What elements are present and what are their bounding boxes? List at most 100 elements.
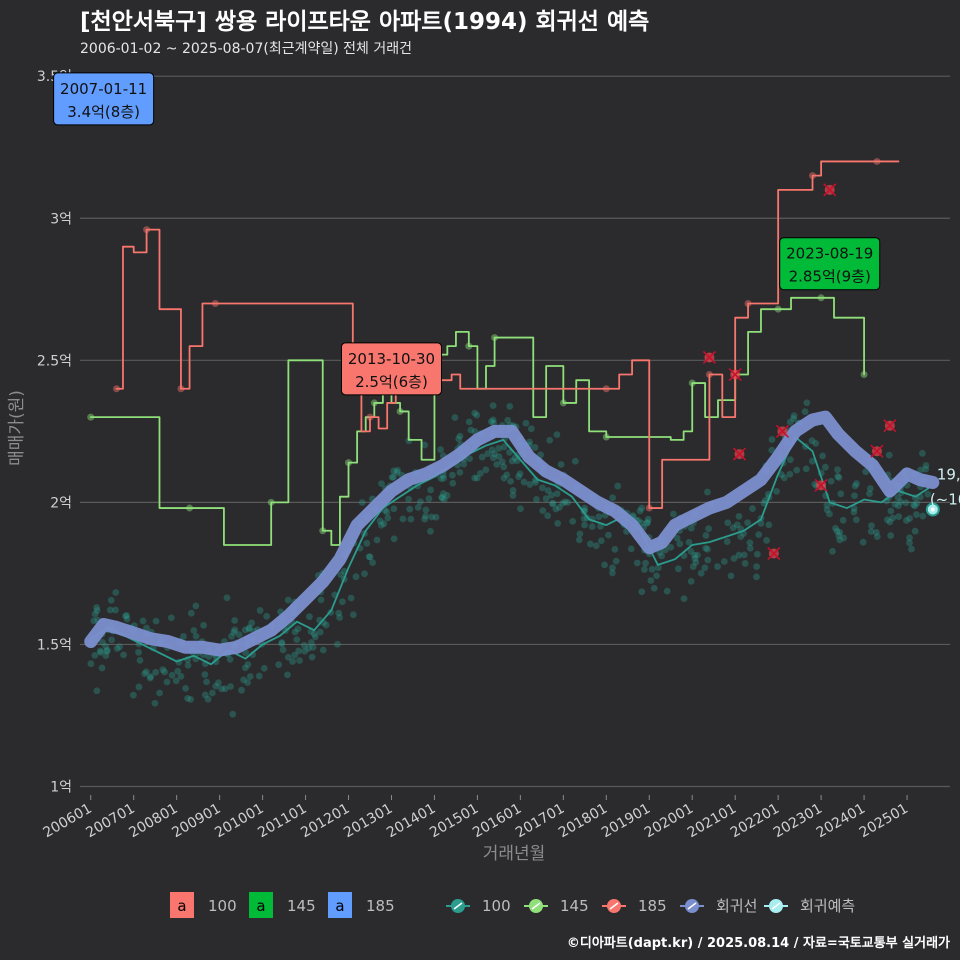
scatter-point <box>201 671 209 678</box>
x-tick-label: 200701 <box>83 801 137 842</box>
scatter-point <box>768 446 776 454</box>
scatter-point <box>564 498 572 506</box>
scatter-point <box>103 647 111 655</box>
series-line-회귀선 <box>84 410 940 657</box>
scatter-point <box>555 503 563 511</box>
scatter-point <box>212 682 220 690</box>
scatter-point <box>141 670 149 678</box>
legend-line-key-회귀선: 회귀선 <box>680 897 757 915</box>
scatter-point <box>835 474 843 481</box>
scatter-point <box>580 515 588 522</box>
scatter-point <box>116 643 123 651</box>
scatter-point <box>612 557 620 565</box>
annotation-box <box>340 342 442 396</box>
scatter-point <box>553 490 561 498</box>
scatter-point <box>393 469 401 476</box>
scatter-point <box>449 471 456 479</box>
scatter-point <box>432 513 440 521</box>
scatter-point <box>500 443 508 451</box>
scatter-point <box>482 466 490 474</box>
scatter-point <box>488 446 496 454</box>
scatter-point <box>643 519 651 527</box>
scatter-point <box>601 561 608 569</box>
scatter-point <box>850 508 858 516</box>
marked-point <box>775 424 790 438</box>
scatter-point <box>338 598 346 606</box>
scatter-point <box>293 636 301 644</box>
legend-swatch-letter: a <box>177 897 186 915</box>
scatter-point <box>490 450 498 458</box>
scatter-point <box>886 518 894 526</box>
scatter-point <box>823 501 831 509</box>
scatter-point <box>146 674 154 682</box>
scatter-point <box>256 607 264 614</box>
scatter-point <box>691 555 699 562</box>
scatter-point <box>539 484 546 492</box>
scatter-point <box>753 573 760 581</box>
scatter-point <box>887 532 895 539</box>
scatter-point <box>489 454 497 462</box>
scatter-point <box>872 528 880 536</box>
scatter-point <box>547 491 555 499</box>
x-axis-ticks: 2006012007012008012009012010012011012012… <box>40 795 911 841</box>
scatter-point <box>917 466 924 474</box>
scatter-point <box>427 486 435 494</box>
legend-swatch <box>328 892 352 918</box>
series-point-185 <box>873 157 881 165</box>
scatter-point <box>93 604 101 611</box>
scatter-point <box>473 411 481 419</box>
scatter-point <box>108 636 115 644</box>
x-tick-label: 202501 <box>857 801 911 842</box>
scatter-point <box>378 480 385 488</box>
scatter-point <box>161 668 169 676</box>
marked-point-cross <box>775 424 790 438</box>
scatter-point <box>90 617 98 625</box>
legend-swatch <box>170 892 194 918</box>
series-point-185 <box>143 226 151 234</box>
scatter-point <box>255 672 263 680</box>
scatter-point <box>214 679 222 687</box>
legend-label: 회귀예측 <box>800 897 855 915</box>
prediction-point-core <box>930 507 935 512</box>
scatter-point <box>906 515 914 522</box>
scatter-point <box>218 685 226 693</box>
scatter-point <box>644 518 652 526</box>
chart-title: [천안서북구] 쌍용 라이프타운 아파트(1994) 회귀선 예측 <box>80 9 649 35</box>
scatter-point <box>221 685 229 693</box>
scatter-point <box>851 492 858 500</box>
scatter-point <box>509 487 517 494</box>
scatter-point <box>136 656 144 664</box>
scatter-point <box>507 477 514 485</box>
scatter-point <box>793 466 801 474</box>
scatter-point <box>609 564 616 572</box>
prediction-label: 19,750 <box>937 465 960 483</box>
scatter-point <box>737 533 745 541</box>
scatter-point <box>451 414 459 421</box>
scatter-point <box>394 466 401 474</box>
series-point-145 <box>396 407 404 415</box>
scatter-point <box>349 611 357 619</box>
scatter-point <box>223 594 231 602</box>
scatter-point <box>373 536 381 544</box>
legend-label: 회귀선 <box>716 897 757 915</box>
scatter-point <box>544 487 552 494</box>
scatter-point <box>689 563 697 570</box>
scatter-point <box>123 615 131 623</box>
scatter-point <box>192 632 200 640</box>
scatter-point <box>575 536 583 544</box>
scatter-point <box>663 587 671 595</box>
x-tick-label: 201901 <box>599 801 653 842</box>
scatter-point <box>456 432 464 440</box>
x-tick-label: 201701 <box>513 801 567 842</box>
scatter-point <box>493 461 501 468</box>
scatter-point <box>658 552 666 560</box>
scatter-point <box>443 492 451 499</box>
scatter-point <box>477 470 484 477</box>
series-point-145 <box>491 334 499 342</box>
legend-glyph <box>771 902 781 910</box>
scatter-point <box>230 628 238 636</box>
scatter-point <box>836 528 844 536</box>
scatter-point <box>284 596 292 604</box>
scatter-point <box>823 506 831 514</box>
scatter-point <box>873 533 881 540</box>
